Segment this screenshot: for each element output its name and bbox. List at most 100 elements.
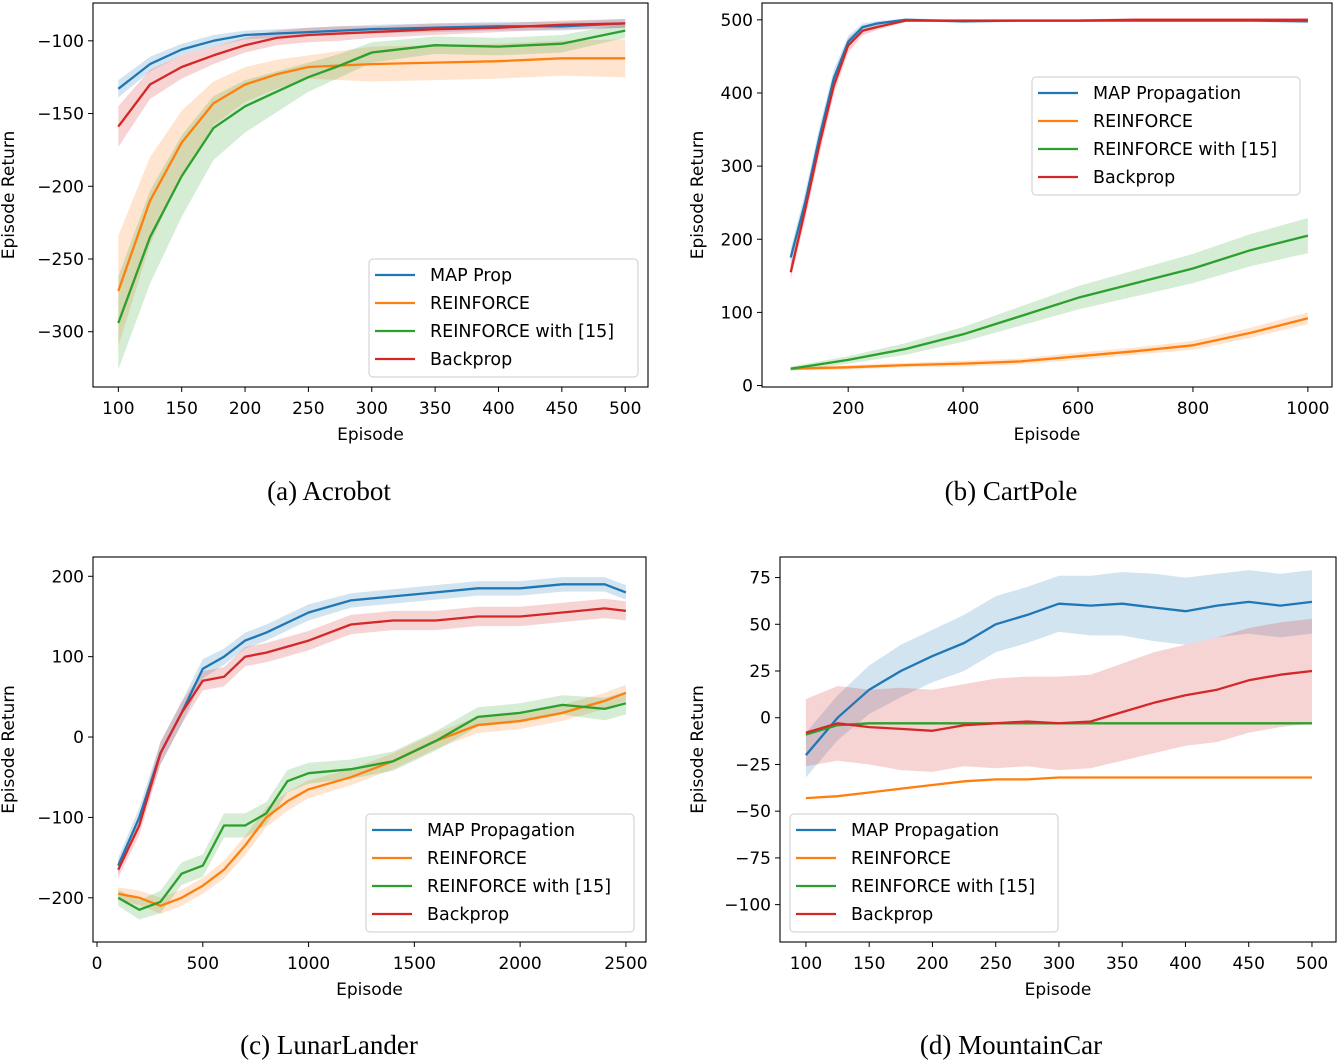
x-tick-label: 100 xyxy=(102,399,134,419)
series-line-MAP xyxy=(805,600,1313,756)
series-line-Backprop xyxy=(789,18,1308,273)
y-tick-label: −50 xyxy=(735,802,771,822)
band-R15 xyxy=(118,692,626,920)
y-tick-label: 500 xyxy=(721,11,753,31)
x-tick-label: 400 xyxy=(482,399,514,419)
series-line-REINFORCE xyxy=(117,691,627,907)
legend: MAP Propagation REINFORCE REINFORCE with [… xyxy=(1031,76,1301,196)
x-tick-label: 1500 xyxy=(393,954,436,974)
y-tick-label: 200 xyxy=(52,567,84,587)
y-axis-label: Episode Return xyxy=(688,131,708,260)
y-tick-label: −300 xyxy=(37,323,84,343)
x-tick-label: 300 xyxy=(356,399,388,419)
band-REINFORCE xyxy=(118,39,626,347)
series-line-R15 xyxy=(117,702,627,911)
y-tick-label: 400 xyxy=(721,84,753,104)
x-axis-label: Episode xyxy=(1025,980,1092,1000)
y-tick-label: −200 xyxy=(37,177,84,197)
x-tick-label: 450 xyxy=(546,399,578,419)
y-axis-label: Episode Return xyxy=(688,685,708,814)
legend-label: REINFORCE xyxy=(430,294,530,314)
legend-label: Backprop xyxy=(1093,168,1175,188)
x-tick-label: 400 xyxy=(1169,954,1201,974)
legend-label: MAP Propagation xyxy=(851,821,999,841)
legend-label: MAP Prop xyxy=(430,266,512,286)
x-tick-label: 0 xyxy=(92,954,103,974)
x-axis-label: Episode xyxy=(336,980,403,1000)
legend-label: Backprop xyxy=(427,905,509,925)
band-MAP xyxy=(118,19,626,98)
legend-label: REINFORCE xyxy=(851,849,951,869)
axes-frame xyxy=(779,556,1337,943)
y-tick-label: 25 xyxy=(749,662,771,682)
y-tick-label: −200 xyxy=(37,889,84,909)
legend-label: REINFORCE xyxy=(1093,112,1193,132)
x-tick-label: 2000 xyxy=(498,954,541,974)
y-tick-label: 0 xyxy=(742,377,753,397)
subplot-1: 100 150 200 250 300 350 400 450 500 −300 −250 −200 −… xyxy=(0,2,649,506)
band-Backprop xyxy=(118,19,626,147)
legend: MAP Prop REINFORCE REINFORCE with [15] Back… xyxy=(368,258,639,378)
plot-area xyxy=(117,577,627,920)
x-tick-label: 150 xyxy=(853,954,885,974)
legend: MAP Propagation REINFORCE REINFORCE with [… xyxy=(365,813,635,933)
y-tick-label: −100 xyxy=(724,896,771,916)
y-tick-label: −25 xyxy=(735,755,771,775)
band-REINFORCE xyxy=(118,684,626,914)
y-tick-label: −100 xyxy=(37,808,84,828)
legend-label: Backprop xyxy=(430,350,512,370)
band-MAP xyxy=(805,570,1312,778)
x-tick-label: 400 xyxy=(947,399,979,419)
legend-box xyxy=(1031,76,1301,196)
series-line-Backprop xyxy=(805,669,1313,734)
x-tick-label: 100 xyxy=(790,954,822,974)
subplot-4: 100 150 200 250 300 350 400 450 500−100−75−50−25… xyxy=(688,556,1337,1060)
series-line-R15 xyxy=(117,29,626,324)
x-tick-label: 800 xyxy=(1177,399,1209,419)
subplot-caption: (d) MountainCar xyxy=(920,1030,1102,1060)
subplot-caption: (c) LunarLander xyxy=(240,1030,418,1060)
band-R15 xyxy=(118,23,626,370)
legend: MAP Propagation REINFORCE REINFORCE with [… xyxy=(789,813,1059,933)
series-line-R15 xyxy=(790,234,1309,370)
x-tick-label: 600 xyxy=(1062,399,1094,419)
x-tick-label: 200 xyxy=(916,954,948,974)
x-tick-label: 1000 xyxy=(1286,399,1329,419)
legend-label: REINFORCE with [15] xyxy=(851,877,1035,897)
legend-label: REINFORCE with [15] xyxy=(1093,140,1277,160)
legend-label: REINFORCE with [15] xyxy=(427,877,611,897)
x-tick-label: 500 xyxy=(609,399,641,419)
y-tick-label: −100 xyxy=(37,32,84,52)
axes-frame xyxy=(761,2,1333,388)
x-tick-label: 250 xyxy=(292,399,324,419)
legend-label: REINFORCE xyxy=(427,849,527,869)
y-tick-label: 75 xyxy=(749,569,771,589)
series-line-REINFORCE xyxy=(805,776,1312,800)
subplot-3: 0 500 1000 1500 2000 2500 −200 −100 0 100 200 Episo… xyxy=(0,556,648,1060)
band-Backprop xyxy=(805,618,1312,772)
y-tick-label: 50 xyxy=(749,615,771,635)
series-line-REINFORCE xyxy=(790,317,1309,370)
series-line-MAP xyxy=(117,22,626,90)
y-tick-label: 100 xyxy=(52,648,84,668)
legend-label: Backprop xyxy=(851,905,933,925)
band-REINFORCE xyxy=(790,312,1308,371)
x-tick-label: 1000 xyxy=(287,954,330,974)
x-tick-label: 350 xyxy=(419,399,451,419)
subplot-2: 200 400 600 800 1000 0 100 200 300 400 500 Episode E… xyxy=(688,2,1333,506)
x-tick-label: 450 xyxy=(1232,954,1264,974)
x-tick-label: 300 xyxy=(1043,954,1075,974)
x-tick-label: 150 xyxy=(165,399,197,419)
x-axis-label: Episode xyxy=(337,425,404,445)
subplot-caption: (b) CartPole xyxy=(945,476,1078,506)
series-line-REINFORCE xyxy=(117,57,626,292)
plot-area xyxy=(789,18,1309,371)
legend-label: REINFORCE with [15] xyxy=(430,322,614,342)
series-line-Backprop xyxy=(117,22,626,128)
y-axis-label: Episode Return xyxy=(0,685,19,814)
y-tick-label: 100 xyxy=(721,303,753,323)
y-tick-label: 200 xyxy=(721,230,753,250)
y-tick-label: 0 xyxy=(760,709,771,729)
plot-area xyxy=(117,19,626,370)
x-axis-label: Episode xyxy=(1014,425,1081,445)
